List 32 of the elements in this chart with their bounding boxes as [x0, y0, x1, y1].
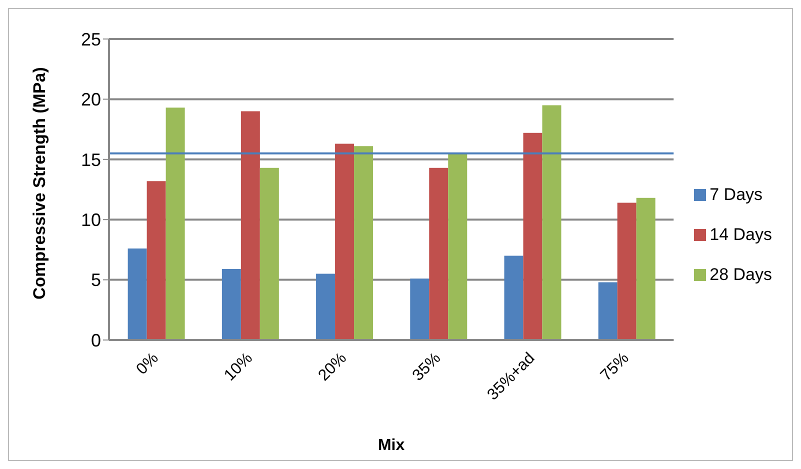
bar	[448, 153, 468, 340]
bar	[410, 278, 430, 340]
bar	[429, 168, 448, 340]
bar	[504, 256, 524, 340]
bar	[354, 146, 374, 340]
legend-label: 7 Days	[710, 184, 763, 204]
bar	[316, 274, 336, 340]
x-tick-label: 75%	[598, 350, 632, 384]
bar	[617, 202, 636, 340]
y-tick-label: 10	[80, 210, 101, 230]
x-axis-title: Mix	[378, 437, 405, 454]
y-tick-label: 5	[90, 270, 101, 290]
y-tick-label: 25	[80, 29, 101, 50]
bar	[636, 198, 656, 340]
bar	[128, 248, 147, 340]
y-tick-label: 15	[80, 150, 101, 170]
y-tick-label: 0	[90, 330, 101, 350]
y-tick-label: 20	[80, 90, 101, 110]
bar	[335, 144, 354, 340]
bar	[146, 181, 166, 340]
bar	[598, 282, 618, 340]
x-tick-label: 35%	[410, 350, 444, 384]
x-tick-label: 0%	[133, 350, 162, 378]
y-axis-title: Compressive Strength (MPa)	[30, 67, 50, 300]
bar	[523, 132, 542, 340]
legend-label: 14 Days	[710, 224, 772, 244]
bar	[222, 268, 241, 340]
legend-label: 28 Days	[710, 264, 772, 284]
bar	[166, 108, 185, 340]
bar	[542, 105, 562, 340]
bar	[260, 168, 279, 340]
bar	[240, 111, 260, 340]
